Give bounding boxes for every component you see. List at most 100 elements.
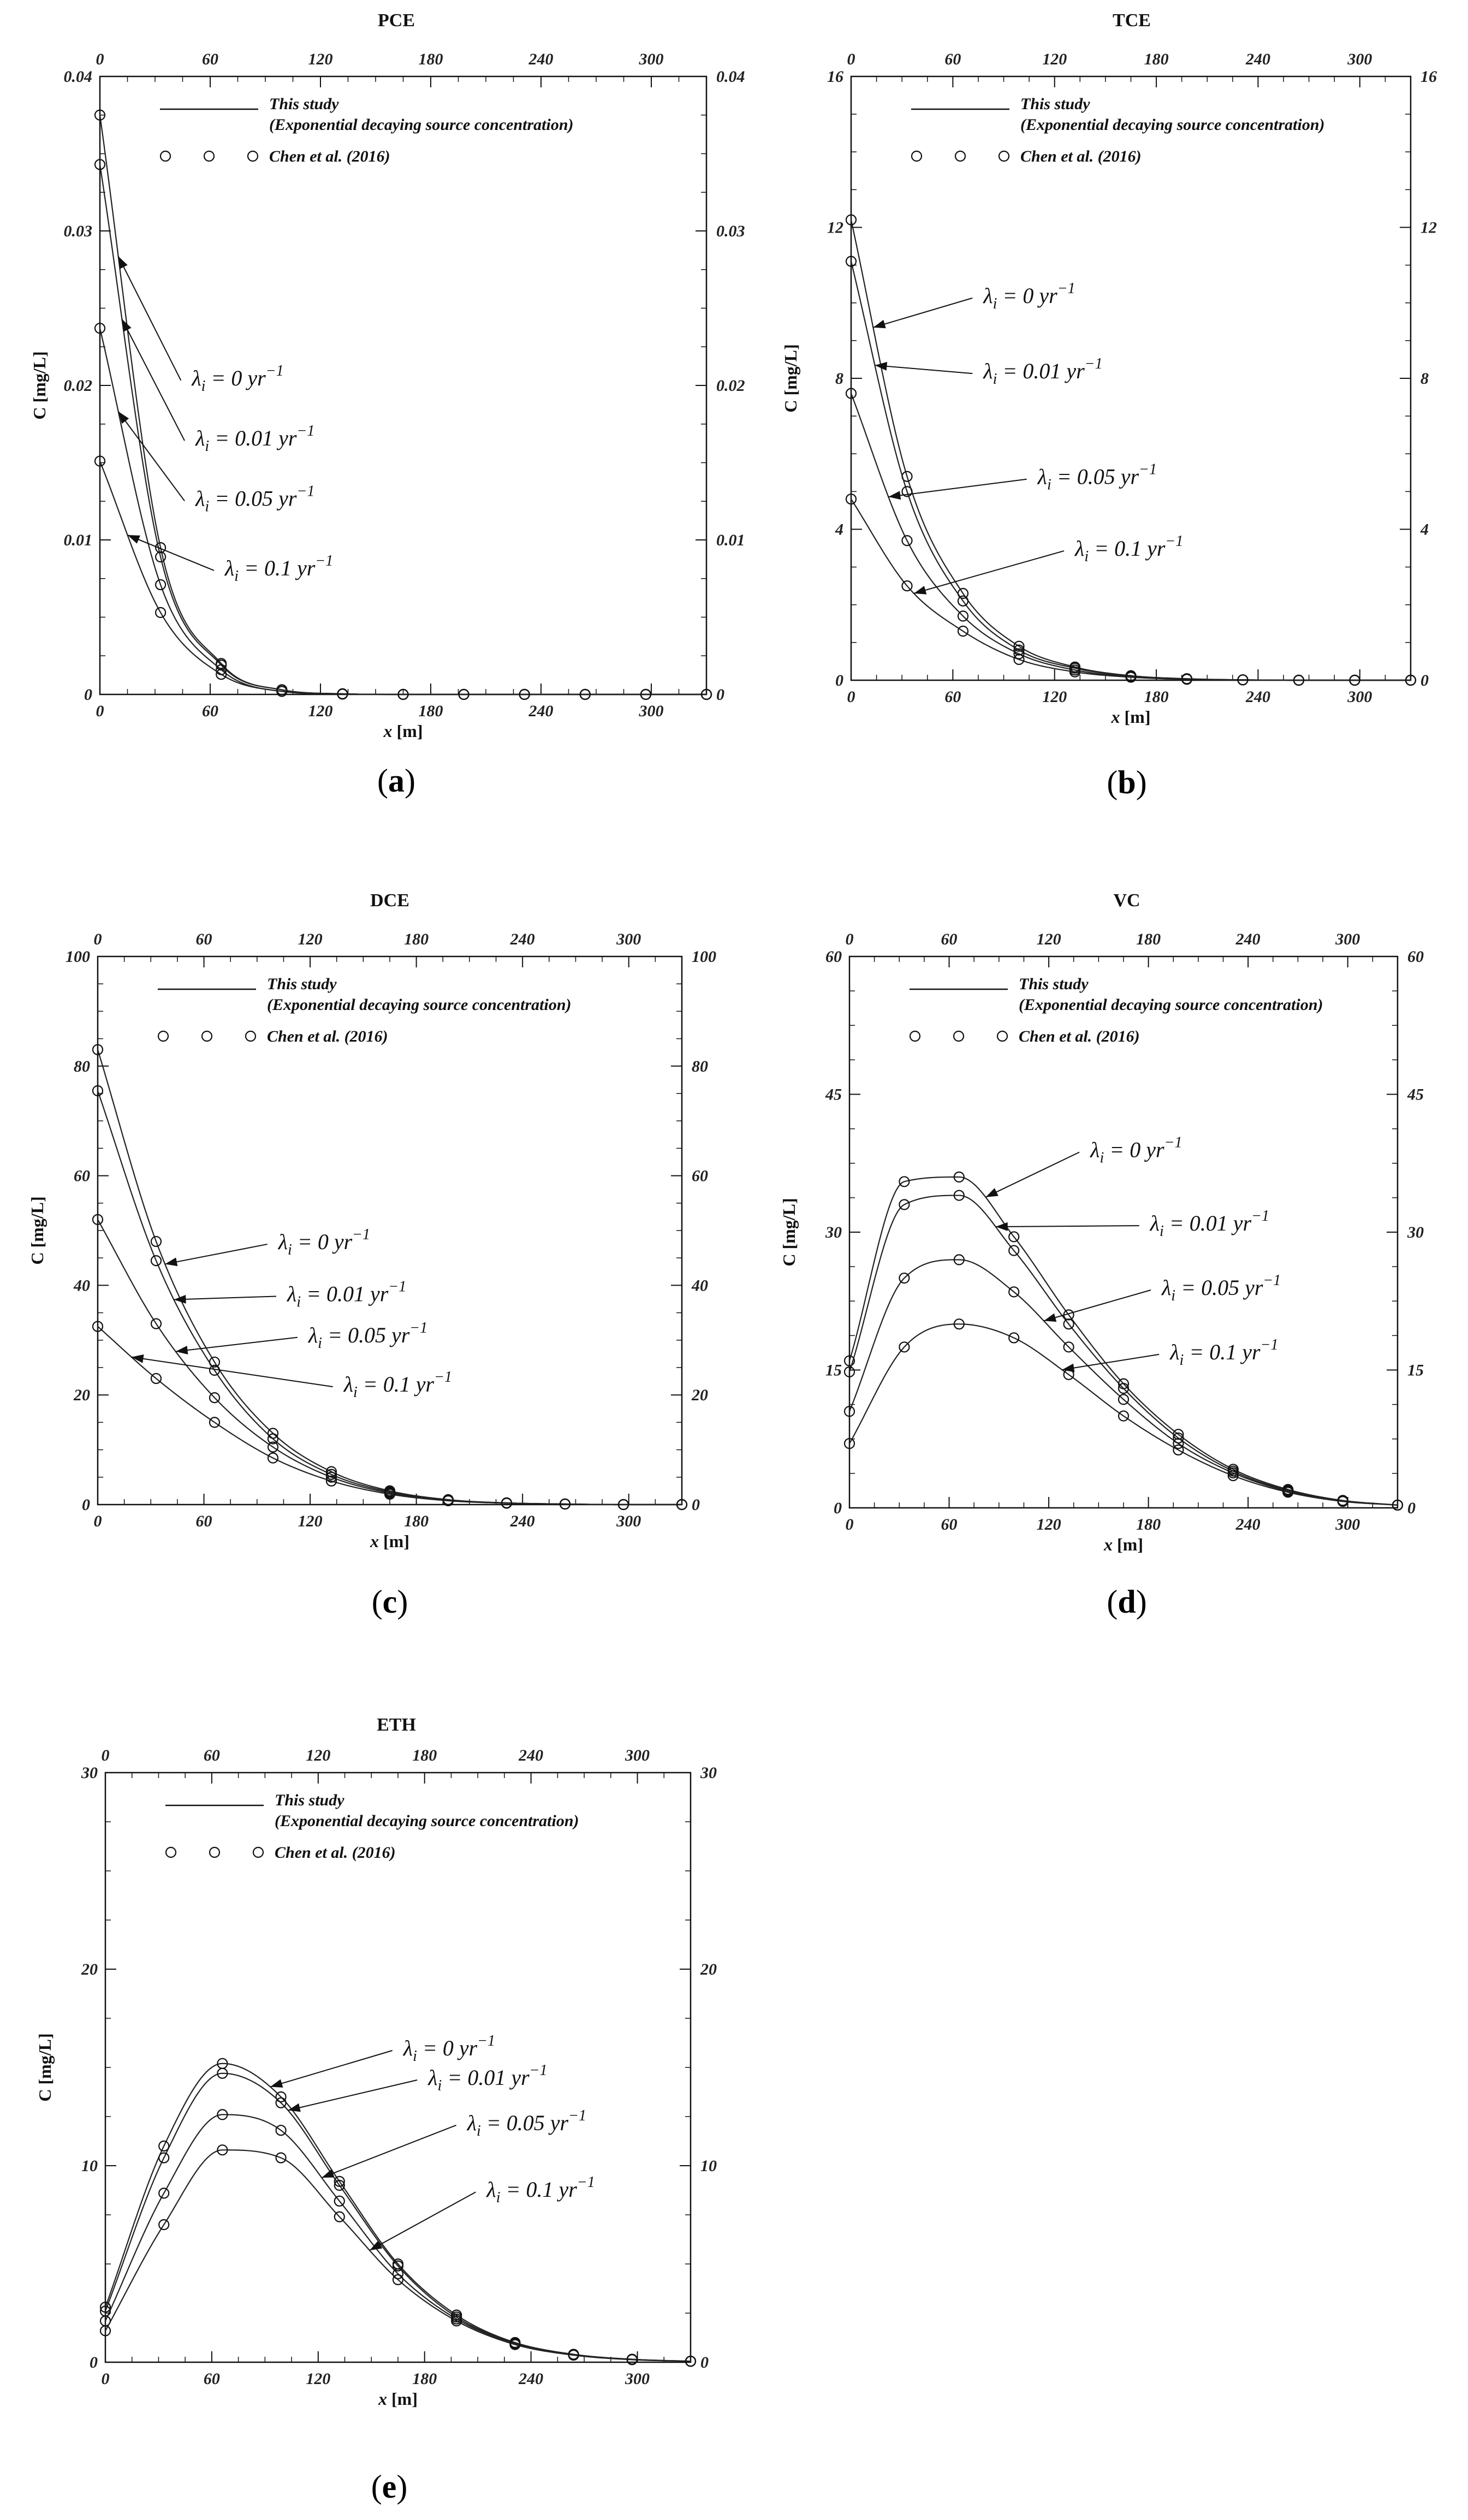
lambda-superscript: −1 (568, 2107, 586, 2124)
y-axis-label: C [mg/L] (29, 351, 49, 419)
data-point (99, 2325, 111, 2337)
data-point (458, 688, 469, 700)
annotation-arrow-head (288, 2103, 301, 2112)
x-tick-label-bottom: 300 (625, 2370, 650, 2388)
x-tick-label-bottom: 120 (1037, 1515, 1061, 1534)
x-axis-label: x [m] (1103, 1535, 1143, 1554)
x-axis-unit: [m] (379, 1531, 409, 1551)
annotation-arrow-head (995, 1222, 1008, 1231)
data-point (325, 1471, 337, 1483)
y-tick-label-left: 0.04 (64, 68, 93, 86)
caption-paren-open: ( (371, 2469, 382, 2505)
annotation-label: λi = 0.01 yr−1 (1150, 1208, 1269, 1240)
data-point (957, 595, 969, 607)
lambda-subscript: i (1047, 477, 1051, 494)
lambda-subscript: i (296, 1293, 301, 1310)
series-line-2 (104, 2114, 691, 2362)
annotation-label: λi = 0.05 yr−1 (195, 483, 314, 515)
data-point (325, 1469, 337, 1480)
panel-caption-a: (a) (377, 763, 415, 799)
data-point (337, 688, 348, 700)
caption-paren-close: ) (1136, 764, 1147, 800)
lambda-superscript: −1 (530, 2062, 548, 2079)
data-point (1227, 1470, 1239, 1482)
annotation-arrow-line (873, 297, 973, 328)
x-tick-label-bottom: 60 (202, 702, 218, 720)
data-point (1392, 1499, 1404, 1511)
series-line-1 (848, 1194, 1398, 1506)
data-point (1008, 1286, 1020, 1298)
data-point (92, 1044, 104, 1055)
data-point (843, 1438, 855, 1449)
data-point (953, 1190, 965, 1201)
x-axis-var: x (370, 1531, 379, 1551)
annotation-arrow-line (913, 550, 1065, 594)
annotation-label: λi = 0 yr−1 (278, 1226, 370, 1258)
x-tick-label-bottom: 180 (419, 702, 443, 720)
annotation-arrow-line (288, 2079, 418, 2111)
annotation-arrow-head (985, 1188, 999, 1197)
y-axis-label: C [mg/L] (35, 2033, 55, 2101)
annotation-arrow-head (270, 2079, 283, 2088)
legend-marker-sample (209, 1846, 221, 1858)
legend-line-label: This study (1020, 95, 1090, 113)
lambda-symbol: λ (191, 366, 201, 390)
data-point (559, 1498, 571, 1510)
x-tick-label-top: 300 (616, 930, 641, 948)
lambda-symbol: λ (1150, 1211, 1160, 1235)
x-axis-unit: [m] (387, 2389, 418, 2409)
lambda-subscript: i (288, 1241, 292, 1258)
data-point (899, 1341, 910, 1353)
annotation-arrow-head (875, 361, 888, 371)
annotation-arrow-head (175, 1346, 188, 1354)
lambda-subscript: i (201, 378, 206, 395)
series-line-1 (99, 164, 706, 696)
data-point (150, 1255, 162, 1267)
caption-paren-open: ( (1107, 764, 1118, 800)
data-point (957, 626, 969, 637)
data-point (92, 1214, 104, 1226)
y-tick-label-right: 60 (692, 1167, 708, 1185)
y-tick-label-right: 30 (1407, 1223, 1424, 1241)
y-tick-label-right: 0.03 (716, 222, 745, 240)
data-point (676, 1499, 688, 1511)
lambda-subscript: i (1171, 1287, 1175, 1304)
lambda-symbol: λ (224, 556, 234, 580)
y-tick-label-right: 0 (700, 2353, 709, 2372)
data-point (1173, 1444, 1184, 1456)
data-point (1237, 674, 1249, 686)
x-tick-label-top: 0 (94, 930, 102, 948)
lambda-subscript: i (234, 568, 239, 585)
data-point (155, 579, 167, 591)
lambda-symbol: λ (278, 1229, 288, 1254)
x-tick-label-bottom: 180 (404, 1512, 429, 1530)
x-tick-label-top: 120 (298, 930, 323, 948)
annotation-arrow-line (117, 411, 185, 502)
lambda-subscript: i (1084, 548, 1089, 565)
x-tick-label-top: 300 (639, 50, 664, 68)
lambda-symbol: λ (403, 2036, 413, 2060)
lambda-subscript: i (205, 438, 209, 455)
data-point (843, 1406, 855, 1417)
x-tick-label-bottom: 300 (1335, 1515, 1360, 1534)
data-point (150, 1372, 162, 1384)
data-point (267, 1441, 279, 1453)
x-tick-label-top: 120 (308, 50, 333, 68)
y-tick-label-right: 4 (1420, 521, 1429, 539)
y-tick-label-right: 45 (1407, 1086, 1424, 1104)
data-point (451, 2315, 462, 2327)
annotation-arrow-head (118, 256, 128, 269)
data-point (334, 2179, 345, 2191)
annotation-label: λi = 0.1 yr−1 (224, 552, 333, 585)
legend-marker-sample (909, 1030, 921, 1042)
data-point (1293, 674, 1305, 686)
y-tick-label-left: 45 (825, 1086, 842, 1104)
data-point (1008, 1332, 1020, 1344)
x-axis-unit: [m] (393, 721, 423, 741)
lambda-equals: = 0.1 yr (239, 556, 316, 580)
legend-marker-sample (954, 150, 966, 162)
x-tick-label-top: 180 (1144, 50, 1169, 68)
x-tick-label-top: 60 (202, 50, 218, 68)
caption-paren-close: ) (405, 763, 415, 799)
lambda-equals: = 0.05 yr (322, 1323, 410, 1347)
